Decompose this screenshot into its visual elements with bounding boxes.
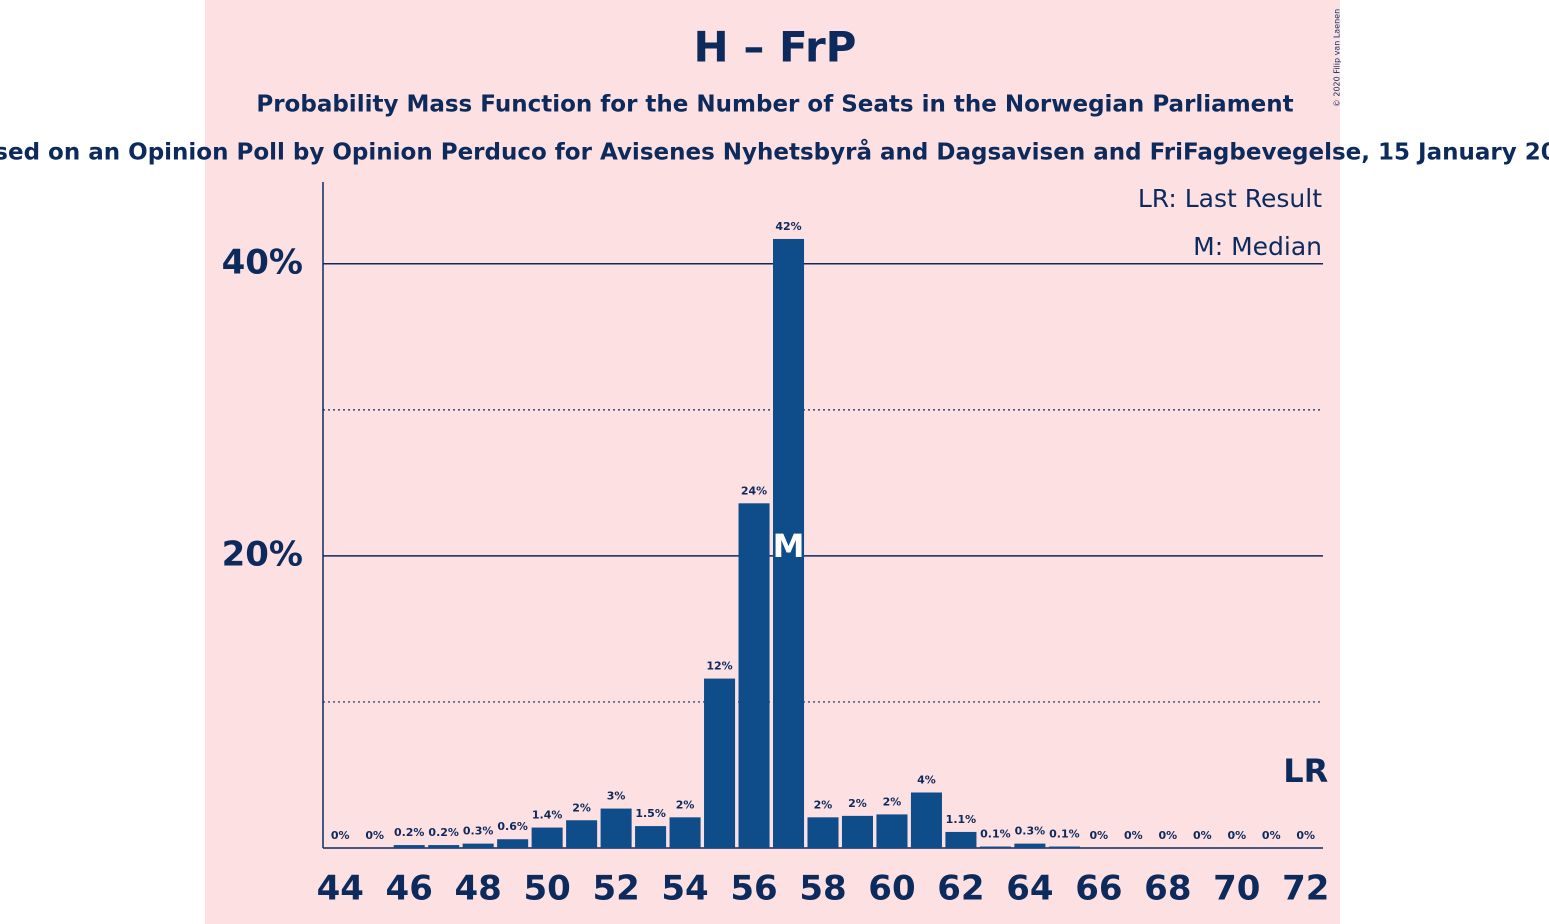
value-label: 0% [1090, 829, 1109, 842]
value-label: 0.3% [1015, 825, 1046, 838]
x-tick-label: 58 [799, 869, 846, 909]
copyright: © 2020 Filip van Laenen [1333, 9, 1342, 107]
value-label: 0.1% [980, 828, 1011, 841]
value-label: 24% [741, 484, 767, 497]
bar [531, 827, 563, 848]
bar [841, 815, 873, 848]
bar [428, 845, 460, 848]
bar [807, 817, 839, 848]
value-label: 2% [814, 798, 833, 811]
plot-background [205, 0, 1340, 924]
value-label: 0.2% [394, 826, 425, 839]
median-marker: M [773, 527, 805, 565]
bar [738, 503, 770, 848]
bar [979, 846, 1011, 848]
chart-title: H – FrP [694, 23, 857, 72]
x-tick-label: 66 [1075, 869, 1122, 909]
value-label: 0.3% [463, 825, 494, 838]
value-label: 12% [706, 660, 732, 673]
bar [462, 843, 494, 848]
y-tick-label: 20% [222, 534, 303, 574]
bar [566, 820, 598, 848]
value-label: 1.5% [635, 807, 666, 820]
bar [635, 826, 667, 848]
x-tick-label: 70 [1213, 869, 1260, 909]
bar [669, 817, 701, 848]
chart-caption: Based on an Opinion Poll by Opinion Perd… [0, 139, 1549, 166]
bar [704, 678, 736, 848]
value-label: 0% [1296, 829, 1315, 842]
value-label: 0% [1158, 829, 1177, 842]
value-label: 0% [1193, 829, 1212, 842]
value-label: 0.1% [1049, 828, 1080, 841]
bar [876, 814, 908, 848]
x-tick-label: 54 [661, 869, 708, 909]
value-label: 0% [365, 829, 384, 842]
x-tick-label: 48 [455, 869, 502, 909]
x-tick-label: 72 [1282, 869, 1329, 909]
x-tick-label: 50 [523, 869, 570, 909]
x-tick-label: 68 [1144, 869, 1191, 909]
bar [945, 831, 977, 848]
value-label: 2% [883, 795, 902, 808]
bar [497, 839, 529, 848]
bar [910, 792, 942, 848]
x-tick-label: 46 [386, 869, 433, 909]
last-result-marker: LR [1283, 752, 1328, 790]
bar [600, 808, 632, 848]
value-label: 2% [572, 801, 591, 814]
chart-subtitle: Probability Mass Function for the Number… [256, 92, 1293, 118]
value-label: 0% [1124, 829, 1143, 842]
bar [393, 845, 425, 848]
value-label: 2% [848, 797, 867, 810]
bar [1014, 843, 1046, 848]
value-label: 0% [1227, 829, 1246, 842]
value-label: 0% [331, 829, 350, 842]
value-label: 2% [676, 798, 695, 811]
legend-entry: M: Median [1193, 232, 1322, 261]
value-label: 1.1% [946, 813, 977, 826]
value-label: 4% [917, 774, 936, 787]
value-label: 0% [1262, 829, 1281, 842]
bar [1048, 846, 1080, 848]
x-tick-label: 56 [730, 869, 777, 909]
value-label: 1.4% [532, 809, 563, 822]
x-tick-label: 44 [317, 869, 364, 909]
legend-entry: LR: Last Result [1138, 184, 1322, 213]
x-tick-label: 52 [592, 869, 639, 909]
x-tick-label: 62 [937, 869, 984, 909]
bar [773, 238, 805, 849]
value-label: 42% [775, 220, 801, 233]
x-tick-label: 64 [1006, 869, 1053, 909]
value-label: 0.2% [428, 826, 459, 839]
y-tick-label: 40% [222, 242, 303, 282]
x-tick-label: 60 [868, 869, 915, 909]
value-label: 3% [607, 790, 626, 803]
value-label: 0.6% [497, 820, 528, 833]
